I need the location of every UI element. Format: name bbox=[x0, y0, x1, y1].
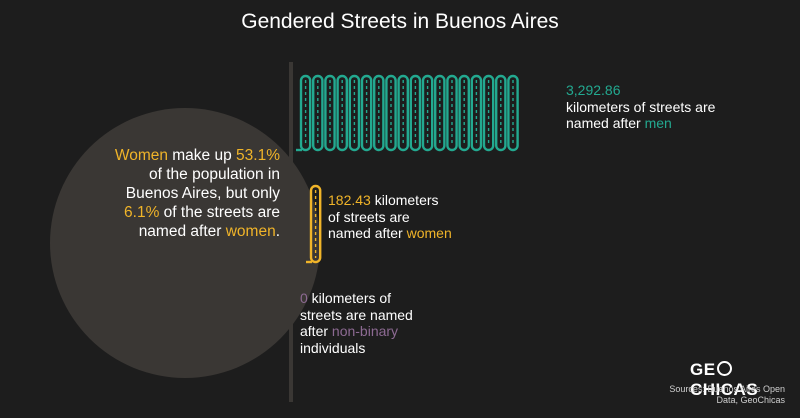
nonbinary-tail: individuals bbox=[300, 339, 366, 356]
nonbinary-km-value: 0 bbox=[300, 290, 308, 306]
callout-text-1: make up bbox=[167, 147, 232, 164]
nonbinary-group: non-binary bbox=[331, 323, 399, 339]
women-label-text: kilometers of streets are named after bbox=[328, 192, 439, 241]
street-loop bbox=[421, 74, 434, 152]
callout-text-3: of the streets are named after bbox=[138, 204, 280, 240]
logo-text-b: CHICAS bbox=[690, 380, 759, 399]
street-loop bbox=[507, 74, 519, 152]
bar-women bbox=[306, 184, 322, 264]
street-loop bbox=[397, 74, 410, 152]
street-loop bbox=[434, 74, 446, 152]
nonbinary-label-text: kilometers of streets are named after bbox=[300, 290, 413, 339]
bar-men bbox=[296, 74, 519, 152]
women-population-callout: Women make up 53.1% of the population in… bbox=[108, 146, 280, 241]
street-loop bbox=[458, 74, 471, 152]
men-group: men bbox=[644, 115, 672, 131]
callout-women-word-2: women bbox=[225, 223, 276, 240]
street-loop bbox=[495, 74, 507, 152]
street-loop bbox=[373, 74, 385, 152]
men-km-value: 3,292.86 bbox=[566, 82, 621, 98]
geochicas-logo: GECHICAS bbox=[690, 360, 800, 400]
women-km-value: 182.43 bbox=[328, 192, 371, 208]
street-loop bbox=[360, 74, 373, 152]
street-loop bbox=[482, 74, 495, 152]
background-circle bbox=[50, 108, 320, 378]
street-loop bbox=[409, 74, 422, 152]
callout-streets-percent: 6.1% bbox=[124, 204, 160, 221]
nonbinary-label: 0 kilometers of streets are named after … bbox=[300, 290, 428, 356]
callout-text-2: of the population in Buenos Aires, but o… bbox=[125, 166, 280, 202]
street-loop bbox=[309, 184, 322, 264]
street-loop bbox=[299, 74, 312, 152]
callout-women-word: Women bbox=[114, 147, 168, 164]
callout-text-4: . bbox=[275, 223, 280, 240]
street-loop bbox=[312, 74, 324, 152]
callout-population-percent: 53.1% bbox=[236, 147, 280, 164]
baseline-axis bbox=[289, 62, 293, 402]
street-loop bbox=[385, 74, 397, 152]
men-label-text: kilometers of streets are named after bbox=[566, 98, 716, 132]
street-loop bbox=[470, 74, 483, 152]
street-loop bbox=[348, 74, 361, 152]
street-loop bbox=[336, 74, 349, 152]
sources-note: Sources: Buenos Aires Open Data, GeoChic… bbox=[669, 384, 785, 405]
logo-text-a: GE bbox=[690, 360, 716, 379]
street-loop bbox=[324, 74, 336, 152]
logo-o-icon bbox=[716, 361, 732, 376]
street-loop bbox=[446, 74, 458, 152]
women-group: women bbox=[406, 225, 452, 241]
women-label: 182.43 kilometers of streets are named a… bbox=[328, 192, 453, 242]
men-label: 3,292.86 kilometers of streets are named… bbox=[566, 82, 716, 132]
chart-title: Gendered Streets in Buenos Aires bbox=[241, 10, 559, 33]
